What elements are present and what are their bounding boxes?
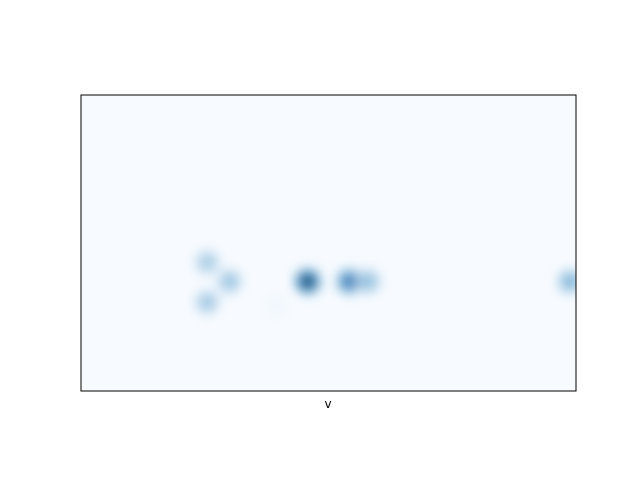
heatmap-blob-7 [269,298,284,313]
heatmap-cells [195,250,576,318]
heatmap-background [81,95,576,391]
heatmap-blob-1 [222,274,237,289]
heatmap-blob-2 [200,295,215,310]
heatmap-blob-3 [300,274,315,289]
plot-area [81,95,576,391]
axes-frame [80,94,577,392]
heatmap-blob-5 [361,274,376,289]
x-axis-label: v [324,397,331,411]
heatmap-blob-6 [563,274,576,289]
heatmap-blob-4 [342,274,357,289]
heatmap-blob-0 [200,255,215,270]
